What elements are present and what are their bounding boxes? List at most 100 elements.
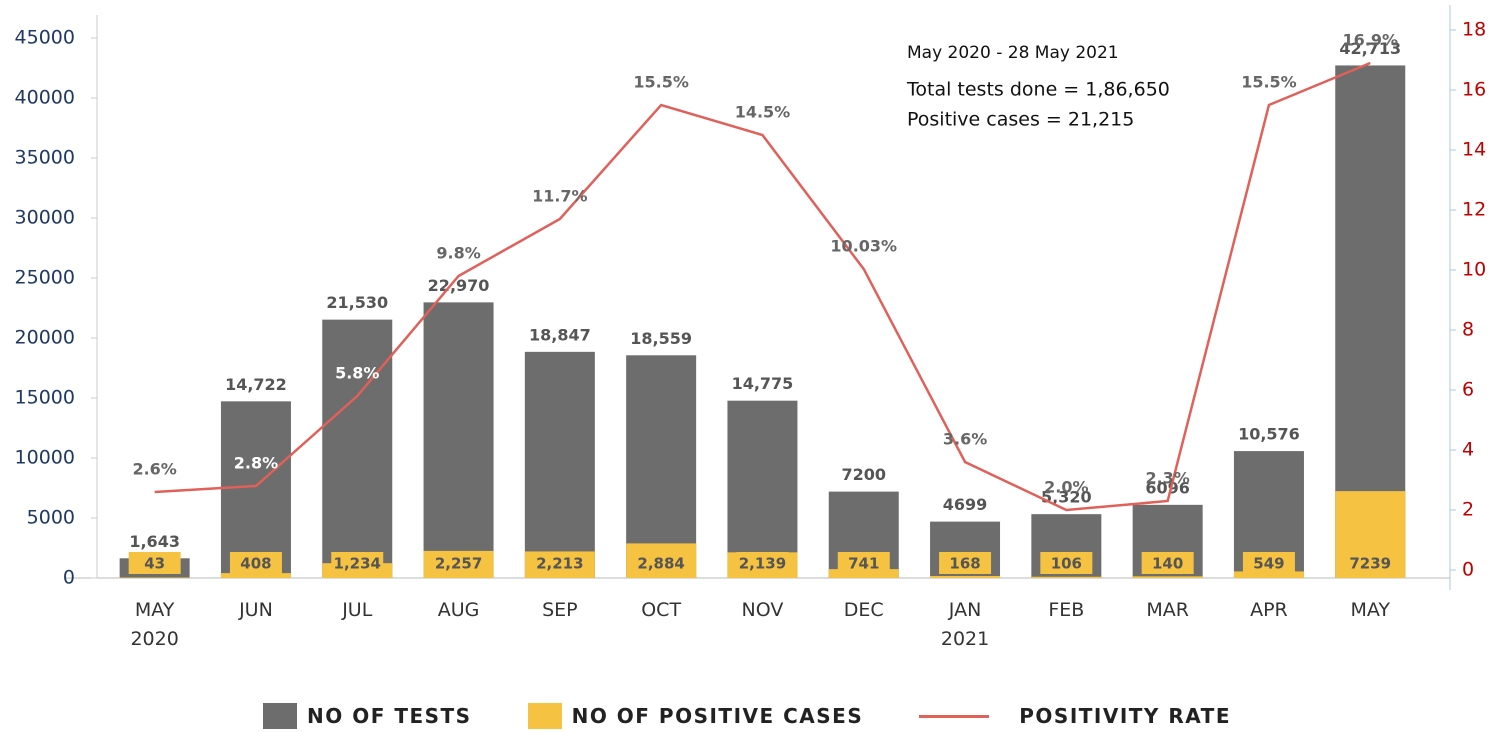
data-label: 11.7% xyxy=(532,187,588,206)
data-label: 10,576 xyxy=(1238,425,1300,444)
data-label: 106 xyxy=(1051,555,1082,573)
label-box xyxy=(432,552,485,574)
y-tick-label: 25000 xyxy=(15,267,75,289)
data-label: 140 xyxy=(1152,555,1183,573)
y-tick-label: 5000 xyxy=(27,507,75,529)
x-tick-label: MAY 2020 xyxy=(130,599,179,650)
y-tick-label: 40000 xyxy=(15,87,75,109)
x-tick-label: DEC xyxy=(843,599,884,621)
legend: NO OF TESTS NO OF POSITIVE CASES POSITIVIT… xyxy=(0,703,1494,729)
label-box xyxy=(837,552,890,574)
data-label: 10.03% xyxy=(830,237,897,256)
bar xyxy=(220,401,291,578)
data-label: 14,722 xyxy=(225,375,287,394)
data-label: 5,320 xyxy=(1041,488,1092,507)
label-box xyxy=(736,552,789,574)
y-tick-label: 15000 xyxy=(15,387,75,409)
annotation: May 2020 - 28 May 2021 xyxy=(907,43,1119,63)
y2-tick-label: 10 xyxy=(1462,259,1486,281)
data-label: 2,257 xyxy=(435,555,482,573)
data-label: 741 xyxy=(848,555,879,573)
plot: May 2020 - 28 May 2021 Total tests done … xyxy=(15,5,1486,590)
legend-label: NO OF TESTS xyxy=(307,704,472,728)
data-label: 2,213 xyxy=(536,555,583,573)
label-box xyxy=(229,552,282,574)
y-tick-label: 35000 xyxy=(15,147,75,169)
legend-item: POSITIVITY RATE xyxy=(919,703,1231,729)
bars xyxy=(119,65,1406,579)
data-label: 7200 xyxy=(841,465,886,484)
label-box xyxy=(635,552,688,574)
label-box xyxy=(1344,552,1397,574)
x-tick-label: JAN 2021 xyxy=(940,599,990,650)
x-tick-label: JUN xyxy=(239,599,273,621)
y-tick-label: 0 xyxy=(63,567,75,589)
bar xyxy=(220,573,291,578)
bar xyxy=(524,351,595,578)
annotation: Positive cases = 21,215 xyxy=(907,109,1134,131)
y-tick-label: 10000 xyxy=(15,447,75,469)
bar xyxy=(727,400,798,578)
x-tick-label: JUL xyxy=(342,599,373,621)
label-box xyxy=(1141,552,1194,574)
data-label: 2.0% xyxy=(1044,478,1088,497)
data-label: 42,713 xyxy=(1339,39,1401,58)
y2-tick-label: 12 xyxy=(1462,199,1486,221)
x-tick-label: NOV xyxy=(741,599,784,621)
line xyxy=(154,61,1371,512)
x-tick-label: FEB xyxy=(1048,599,1085,621)
bar xyxy=(423,302,494,578)
y-tick-label: 30000 xyxy=(15,207,75,229)
bar xyxy=(1233,571,1304,578)
data-label: 21,530 xyxy=(326,293,388,312)
label-box xyxy=(1242,552,1295,574)
data-label: 22,970 xyxy=(428,276,490,295)
x-tick-label: OCT xyxy=(641,599,682,621)
data-label: 18,559 xyxy=(630,329,692,348)
legend-item: NO OF POSITIVE CASES xyxy=(527,703,864,729)
y2-tick-label: 8 xyxy=(1462,319,1474,341)
data-label: 6096 xyxy=(1145,478,1190,497)
data-label: 14,775 xyxy=(732,374,794,393)
label-box xyxy=(1040,552,1093,574)
data-label: 3.6% xyxy=(943,430,987,449)
data-label: 14.5% xyxy=(735,103,791,122)
x-tick-label: SEP xyxy=(542,599,578,621)
bar xyxy=(322,319,393,578)
label-box xyxy=(533,552,586,574)
y2-tick-label: 0 xyxy=(1462,559,1474,581)
x-tick-label: AUG xyxy=(437,599,480,621)
bar xyxy=(1132,576,1203,578)
bar xyxy=(626,355,697,578)
x-tick-label: MAY xyxy=(1350,599,1391,621)
label-box xyxy=(128,552,181,574)
y-tick-label: 45000 xyxy=(15,27,75,49)
x-tick-label: APR xyxy=(1250,599,1288,621)
y-tick-label: 20000 xyxy=(15,327,75,349)
data-label: 2.3% xyxy=(1145,469,1189,488)
data-label: 43 xyxy=(144,555,165,573)
labels: 1,643 14,722 21,530 22,970 18,847 18,559 14,77… xyxy=(129,31,1401,573)
legend-label: POSITIVITY RATE xyxy=(1019,704,1231,728)
bar xyxy=(119,577,190,578)
data-label: 1,643 xyxy=(129,532,180,551)
data-label: 7239 xyxy=(1349,555,1391,573)
y2-tick-label: 4 xyxy=(1462,439,1474,461)
legend-swatch xyxy=(527,703,562,729)
y2-tick-label: 2 xyxy=(1462,499,1474,521)
bar xyxy=(1031,576,1102,578)
legend-swatch xyxy=(919,714,990,718)
y2-tick-label: 16 xyxy=(1462,79,1486,101)
x-tick-label: MAR xyxy=(1146,599,1189,621)
data-label: 549 xyxy=(1253,555,1284,573)
annotation: Total tests done = 1,86,650 xyxy=(906,79,1170,101)
data-label: 2.6% xyxy=(132,460,176,479)
y2-tick-label: 18 xyxy=(1462,19,1486,41)
data-label: 16.9% xyxy=(1342,31,1398,50)
data-label: 15.5% xyxy=(1241,73,1297,92)
bar xyxy=(930,575,1001,578)
label-box xyxy=(331,552,384,574)
data-label: 15.5% xyxy=(633,73,689,92)
data-label: 9.8% xyxy=(436,244,480,263)
